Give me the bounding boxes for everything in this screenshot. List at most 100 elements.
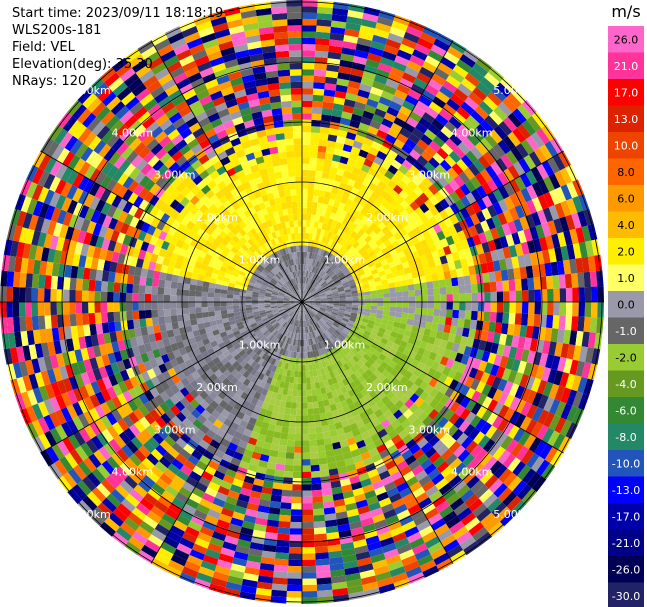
radar-gate xyxy=(357,367,366,376)
radar-gate xyxy=(434,401,445,413)
radar-gate xyxy=(232,451,244,461)
radar-gate xyxy=(476,405,488,419)
radar-gate xyxy=(416,453,429,465)
radar-gate xyxy=(115,526,132,542)
radar-gate xyxy=(253,346,260,354)
radar-gate xyxy=(131,507,147,521)
radar-gate xyxy=(314,420,322,428)
radar-gate xyxy=(379,404,390,414)
radar-gate xyxy=(333,302,340,304)
radar-gate xyxy=(221,377,231,387)
radar-gate xyxy=(306,207,312,215)
radar-gate xyxy=(12,286,20,302)
radar-gate xyxy=(493,483,508,498)
radar-gate xyxy=(273,571,288,579)
radar-gate xyxy=(515,399,527,414)
radar-gate xyxy=(293,138,302,145)
radar-gate xyxy=(291,100,302,108)
radar-gate xyxy=(319,341,325,348)
radar-gate xyxy=(302,226,306,233)
radar-gate xyxy=(470,378,481,391)
radar-gate xyxy=(364,305,372,310)
radar-gate xyxy=(408,459,421,471)
radar-gate xyxy=(274,558,289,566)
radar-gate xyxy=(316,438,325,446)
radar-gate xyxy=(216,464,228,475)
radar-gate xyxy=(308,332,312,339)
radar-gate xyxy=(445,515,461,529)
radar-gate xyxy=(163,294,171,302)
radar-gate xyxy=(554,401,567,418)
radar-gate xyxy=(378,497,392,508)
radar-gate xyxy=(307,338,312,346)
radar-gate xyxy=(279,158,288,166)
radar-gate xyxy=(318,457,328,465)
radar-gate xyxy=(407,413,418,424)
radar-gate xyxy=(168,502,183,515)
radar-gate xyxy=(321,360,327,368)
radar-gate xyxy=(63,314,71,327)
radar-gate xyxy=(116,503,132,518)
radar-gate xyxy=(273,564,289,573)
radar-gate xyxy=(298,371,302,378)
radar-gate xyxy=(333,320,341,326)
radar-gate xyxy=(286,0,302,7)
radar-gate xyxy=(362,315,370,320)
radar-gate xyxy=(50,302,57,316)
radar-gate xyxy=(243,428,253,438)
radar-gate xyxy=(302,415,309,422)
radar-gate xyxy=(315,170,323,178)
radar-gate xyxy=(433,302,441,310)
radar-gate xyxy=(547,302,554,316)
radar-gate xyxy=(400,385,410,395)
radar-gate xyxy=(526,350,536,364)
radar-gate xyxy=(141,457,155,471)
radar-gate xyxy=(315,552,329,560)
radar-gate xyxy=(511,335,520,348)
radar-gate xyxy=(367,468,379,479)
radar-gate xyxy=(257,358,265,366)
radar-gate xyxy=(270,596,287,604)
radar-gate xyxy=(294,364,299,372)
radar-gate xyxy=(183,459,196,471)
radar-gate xyxy=(88,279,96,292)
radar-gate xyxy=(323,437,333,445)
radar-gate xyxy=(293,132,302,139)
radar-gate xyxy=(307,408,314,416)
radar-gate xyxy=(550,328,559,343)
radar-gate xyxy=(389,492,402,504)
radar-gate xyxy=(182,531,198,544)
radar-gate xyxy=(354,493,367,503)
radar-gate xyxy=(274,331,280,338)
radar-gate xyxy=(139,276,147,286)
radar-gate xyxy=(209,439,221,450)
radar-gate xyxy=(278,367,285,375)
radar-gate xyxy=(297,326,300,334)
radar-gate xyxy=(381,542,397,554)
radar-gate xyxy=(390,368,399,378)
radar-gate xyxy=(321,488,333,496)
radar-gate xyxy=(185,403,196,414)
radar-gate xyxy=(480,421,492,436)
radar-gate xyxy=(525,375,536,390)
radar-gate xyxy=(331,376,338,385)
radar-gate xyxy=(317,335,322,343)
radar-gate xyxy=(124,457,138,472)
radar-gate xyxy=(227,462,239,473)
radar-gate xyxy=(151,317,160,326)
radar-gate xyxy=(571,375,582,392)
radar-gate xyxy=(505,334,514,347)
radar-gate xyxy=(312,100,323,108)
radar-gate xyxy=(292,325,296,333)
radar-gate xyxy=(298,320,300,327)
radar-gate xyxy=(189,398,200,409)
radar-gate xyxy=(395,311,403,318)
radar-gate xyxy=(560,387,572,404)
radar-gate xyxy=(320,306,327,310)
radar-gate xyxy=(101,497,117,513)
radar-gate xyxy=(220,507,234,518)
radar-gate xyxy=(435,478,449,491)
radar-gate xyxy=(377,428,388,439)
radar-gate xyxy=(571,316,579,331)
radar-gate xyxy=(349,475,361,485)
